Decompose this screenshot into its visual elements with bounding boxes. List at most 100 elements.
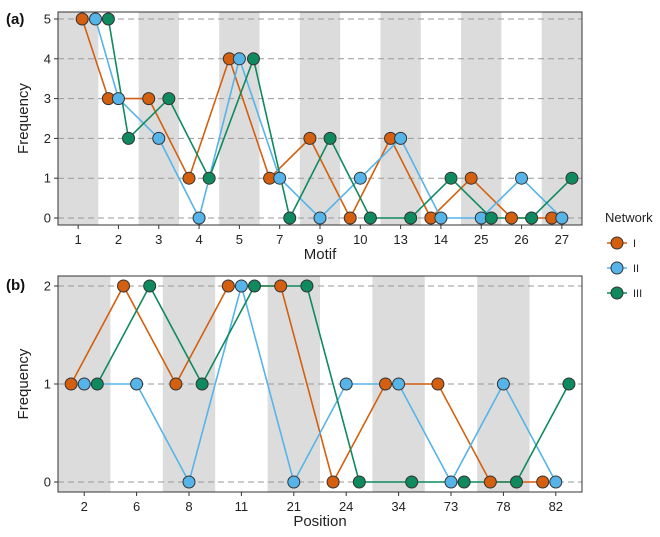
data-point-I [117,279,130,293]
x-tick-label: 8 [185,499,192,514]
x-axis-title: Motif [304,246,337,263]
data-point-III [202,171,216,185]
data-point-I [182,171,196,185]
data-point-I [343,211,357,225]
x-axis-title: Position [293,513,346,530]
data-point-III [90,377,104,391]
y-tick-label: 5 [44,12,51,27]
x-tick-label: 7 [276,232,283,247]
x-tick-label: 26 [514,232,528,247]
legend-key-point [610,261,624,275]
x-tick-label: 34 [391,499,405,514]
data-point-III [162,92,176,106]
x-tick-label: 73 [444,499,458,514]
x-tick-label: 78 [496,499,510,514]
data-point-III [323,131,337,145]
data-point-III [562,377,576,391]
panel-b: 0 1 2 2 6 8 11 21 24 34 73 78 82 Position Frequency (b) [6,275,583,530]
data-point-II [130,377,144,391]
data-point-I [504,211,518,225]
data-point-III [248,279,261,293]
data-point-II [339,377,353,391]
panel-a: 0 1 2 3 4 5 1 2 3 4 5 7 9 10 13 14 25 26 27 Motif Frequency (… [6,11,583,263]
data-point-I [483,475,497,489]
data-point-II [152,131,166,145]
data-point-III [525,211,539,225]
data-point-I [431,377,445,391]
data-point-II [77,377,91,391]
data-point-III [101,12,115,26]
data-point-III [457,475,471,489]
data-point-II [515,171,529,185]
y-tick-label: 4 [44,51,51,66]
x-tick-label: 14 [434,232,448,247]
data-point-I [142,92,156,106]
x-tick-label: 5 [236,232,243,247]
x-tick-label: 4 [195,232,202,247]
data-point-I [221,279,235,293]
data-point-II [273,171,287,185]
data-point-III [195,377,209,391]
x-tick-label: 82 [549,499,563,514]
data-point-II [232,52,246,66]
data-point-I [303,131,317,145]
data-point-II [496,377,510,391]
data-point-I [464,171,478,185]
data-point-II [555,211,569,225]
band-shade [219,12,260,225]
x-tick-label: 1 [75,232,82,247]
data-point-III [510,475,523,489]
band-shade [380,12,421,225]
data-point-I [536,475,550,489]
x-tick-label: 6 [133,499,140,514]
y-tick-label: 0 [44,475,51,490]
y-tick-label: 2 [44,131,51,146]
x-tick-label: 10 [353,232,367,247]
x-tick-label: 9 [316,232,323,247]
data-point-III [122,131,136,145]
data-point-II [434,211,448,225]
x-tick-label: 11 [235,499,249,514]
x-tick-label: 2 [81,499,88,514]
data-point-III [300,279,314,293]
data-point-III [363,211,377,225]
series-line-I [70,284,543,485]
x-tick-label: 21 [287,499,301,514]
legend-item-label: I [633,238,636,250]
data-point-III [404,211,418,225]
data-point-III [484,211,498,225]
legend-item-label: III [633,288,642,300]
data-point-II [182,475,196,489]
legend-key-point [610,286,624,300]
x-tick-label: 27 [555,232,569,247]
data-point-III [143,279,157,293]
band-shade [461,12,502,225]
band-shade [541,12,582,225]
legend-item-label: II [633,263,639,275]
data-point-III [352,475,366,489]
x-tick-label: 2 [115,232,122,247]
data-point-II [444,475,458,489]
data-point-III [444,171,458,185]
panel-label: (b) [6,277,25,294]
data-point-I [274,279,288,293]
data-point-II [313,211,327,225]
panel-label: (a) [6,11,24,28]
band-shade [299,12,341,225]
y-tick-label: 1 [44,171,51,186]
y-axis-title: Frequency [15,83,32,154]
data-point-I [169,377,183,391]
data-point-III [405,475,419,489]
data-point-II [394,131,408,145]
series-line-II [84,282,557,485]
data-point-II [192,211,206,225]
data-point-I [326,475,340,489]
data-point-I [64,377,78,391]
data-point-III [283,211,297,225]
data-point-II [234,279,248,293]
y-tick-label: 1 [44,377,51,392]
legend-title: Network [605,210,653,225]
data-point-II [88,12,102,26]
